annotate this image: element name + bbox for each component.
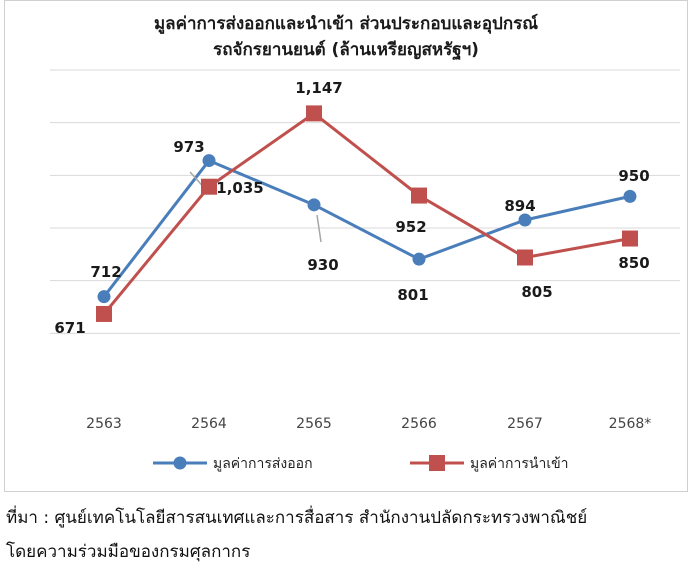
export-point xyxy=(623,189,637,203)
data-label: 950 xyxy=(618,167,649,185)
legend-marker-import xyxy=(429,455,445,471)
import-point xyxy=(622,230,638,247)
chart-frame xyxy=(4,0,688,492)
export-point xyxy=(202,154,216,168)
export-point xyxy=(518,213,532,227)
import-point xyxy=(306,105,322,122)
export-point xyxy=(97,290,111,304)
series-line-import xyxy=(102,111,631,315)
data-label: 801 xyxy=(397,286,428,304)
data-label: 1,147 xyxy=(295,79,342,97)
leader-line xyxy=(316,214,322,243)
legend-marker-export xyxy=(173,456,187,470)
x-tick-label: 2565 xyxy=(296,416,332,432)
data-label: 973 xyxy=(173,138,204,156)
x-tick-label: 2563 xyxy=(86,416,122,432)
legend-label-export: มูลค่าการส่งออก xyxy=(213,456,313,472)
source-note-line-2: โดยความร่วมมือของกรมศุลกากร xyxy=(6,542,251,562)
x-tick-label: 2567 xyxy=(507,416,543,432)
data-label: 930 xyxy=(307,256,338,274)
import-point xyxy=(96,305,112,322)
export-point xyxy=(412,252,426,266)
legend-label-import: มูลค่าการนำเข้า xyxy=(470,456,569,472)
data-label: 850 xyxy=(618,254,649,272)
line-chart: 2563 2564 2565 2566 2567 2568* 712 1,035 930 801 8… xyxy=(50,69,680,472)
x-tick-label: 2566 xyxy=(401,416,437,432)
source-note-line-1: ที่มา : ศูนย์เทคโนโลยีสารสนเทศและการสื่อ… xyxy=(6,508,588,528)
data-label: 712 xyxy=(90,263,121,281)
import-point xyxy=(517,249,533,266)
x-tick-label: 2564 xyxy=(191,416,227,432)
data-label: 952 xyxy=(395,218,426,236)
data-label: 894 xyxy=(504,197,535,215)
series-line-export xyxy=(102,159,631,298)
chart-title-line-1: มูลค่าการส่งออกและนำเข้า ส่วนประกอบและอุ… xyxy=(153,14,539,34)
x-tick-label: 2568* xyxy=(609,416,652,432)
data-label: 1,035 xyxy=(216,179,263,197)
import-point xyxy=(201,178,217,195)
data-label: 671 xyxy=(54,319,85,337)
data-label: 805 xyxy=(521,283,552,301)
import-point xyxy=(411,187,427,204)
export-point xyxy=(307,198,321,212)
chart-title-line-2: รถจักรยานยนต์ (ล้านเหรียญสหรัฐฯ) xyxy=(213,40,479,60)
